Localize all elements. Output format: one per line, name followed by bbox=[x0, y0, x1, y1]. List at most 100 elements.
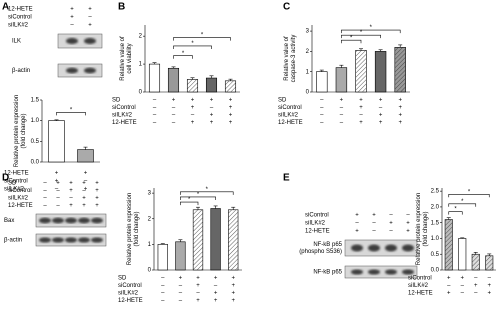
bar-hatch bbox=[228, 209, 239, 270]
significance-bracket bbox=[448, 203, 477, 207]
y-tick-label: 0 bbox=[148, 268, 152, 274]
blot-band bbox=[39, 237, 51, 243]
panel-label: A bbox=[2, 2, 9, 13]
condition-sign: + bbox=[95, 188, 99, 194]
y-axis-label: (fold change) bbox=[21, 113, 27, 148]
condition-name: siILK#2 bbox=[8, 196, 29, 202]
condition-sign: + bbox=[340, 98, 344, 104]
condition-sign: + bbox=[95, 196, 99, 202]
condition-sign: + bbox=[460, 276, 464, 282]
condition-name: 12-HETE bbox=[305, 229, 330, 235]
condition-sign: + bbox=[372, 213, 376, 219]
blot-box bbox=[57, 63, 103, 78]
y-tick-label: 0.0 bbox=[431, 268, 440, 274]
condition-sign: + bbox=[84, 171, 88, 177]
condition-name: siControl bbox=[112, 105, 136, 111]
bar bbox=[148, 63, 161, 93]
blot-band bbox=[385, 244, 397, 252]
significance-bracket bbox=[173, 37, 231, 41]
condition-sign: – bbox=[69, 196, 73, 202]
blot-band bbox=[84, 67, 96, 74]
y-tick-label: 3 bbox=[148, 191, 152, 197]
significance-label: * bbox=[197, 192, 200, 198]
condition-sign: – bbox=[359, 113, 363, 119]
bar-hatch bbox=[394, 47, 406, 92]
condition-sign: + bbox=[56, 181, 60, 187]
blot-band bbox=[66, 37, 78, 45]
condition-sign: – bbox=[340, 113, 344, 119]
condition-name: siILK#2 bbox=[408, 283, 429, 289]
condition-sign: – bbox=[372, 221, 376, 227]
condition-sign: + bbox=[447, 291, 451, 297]
significance-label: * bbox=[191, 41, 194, 47]
condition-sign: + bbox=[70, 7, 74, 13]
condition-sign: + bbox=[406, 221, 410, 227]
condition-sign: + bbox=[88, 7, 92, 13]
condition-sign: – bbox=[56, 196, 60, 202]
blot-band bbox=[91, 237, 103, 243]
y-axis-label: Relative protein expression bbox=[14, 95, 20, 167]
panel-label: E bbox=[283, 173, 290, 184]
condition-sign: + bbox=[210, 98, 214, 104]
condition-sign: + bbox=[82, 196, 86, 202]
bar bbox=[205, 77, 218, 93]
significance-bracket bbox=[448, 194, 490, 198]
condition-name: siControl bbox=[408, 276, 432, 282]
condition-name: siControl bbox=[118, 283, 142, 289]
bar bbox=[335, 67, 348, 93]
significance-bracket bbox=[341, 34, 381, 39]
condition-sign: – bbox=[179, 291, 183, 297]
condition-sign: – bbox=[55, 187, 59, 193]
y-axis-label: cell viability bbox=[127, 43, 133, 73]
y-tick-label: 3 bbox=[306, 29, 310, 35]
blot-label: Bax bbox=[4, 218, 14, 224]
condition-sign: – bbox=[161, 291, 165, 297]
blot-box bbox=[57, 33, 103, 49]
condition-sign: + bbox=[379, 113, 383, 119]
bar bbox=[167, 67, 180, 93]
condition-name: 12-HETE bbox=[408, 291, 433, 297]
y-tick-label: 0.0 bbox=[31, 160, 40, 166]
blot-band bbox=[385, 269, 397, 275]
y-tick-label: 1.0 bbox=[31, 118, 40, 124]
condition-sign: – bbox=[210, 105, 214, 111]
condition-sign: + bbox=[231, 291, 235, 297]
y-tick-label: 1 bbox=[139, 62, 143, 68]
blot-band bbox=[402, 244, 414, 252]
condition-name: 12-HETE bbox=[4, 171, 29, 177]
condition-sign: + bbox=[231, 298, 235, 304]
condition-sign: + bbox=[196, 298, 200, 304]
condition-sign: – bbox=[172, 105, 176, 111]
y-tick-label: 0.5 bbox=[31, 139, 40, 145]
condition-sign: – bbox=[488, 276, 492, 282]
condition-sign: – bbox=[191, 113, 195, 119]
condition-sign: + bbox=[69, 188, 73, 194]
condition-sign: + bbox=[474, 283, 478, 289]
y-tick-label: 0.5 bbox=[431, 252, 440, 258]
condition-name: siILK#2 bbox=[118, 291, 139, 297]
significance-label: * bbox=[454, 207, 457, 213]
condition-sign: – bbox=[340, 120, 344, 126]
y-tick-label: 1 bbox=[148, 242, 152, 248]
bar-hatch bbox=[355, 50, 367, 92]
condition-sign: – bbox=[406, 213, 410, 219]
bar-hatch bbox=[225, 80, 236, 92]
condition-name: 12-HETE bbox=[278, 120, 303, 126]
bar bbox=[157, 244, 168, 271]
blot-band bbox=[39, 217, 51, 224]
blot-band bbox=[65, 217, 77, 224]
condition-name: siILK#2 bbox=[4, 187, 25, 193]
condition-sign: – bbox=[179, 283, 183, 289]
blot-label: NF-kB p65 bbox=[313, 242, 342, 248]
condition-sign: – bbox=[43, 181, 47, 187]
y-tick-label: 0 bbox=[139, 90, 143, 96]
condition-sign: – bbox=[447, 283, 451, 289]
bar bbox=[374, 51, 387, 93]
condition-sign: + bbox=[210, 113, 214, 119]
condition-sign: + bbox=[406, 229, 410, 235]
blot-box bbox=[344, 265, 418, 279]
condition-name: SD bbox=[8, 181, 17, 187]
condition-sign: + bbox=[84, 187, 88, 193]
condition-sign: – bbox=[461, 283, 465, 289]
condition-sign: + bbox=[231, 283, 235, 289]
